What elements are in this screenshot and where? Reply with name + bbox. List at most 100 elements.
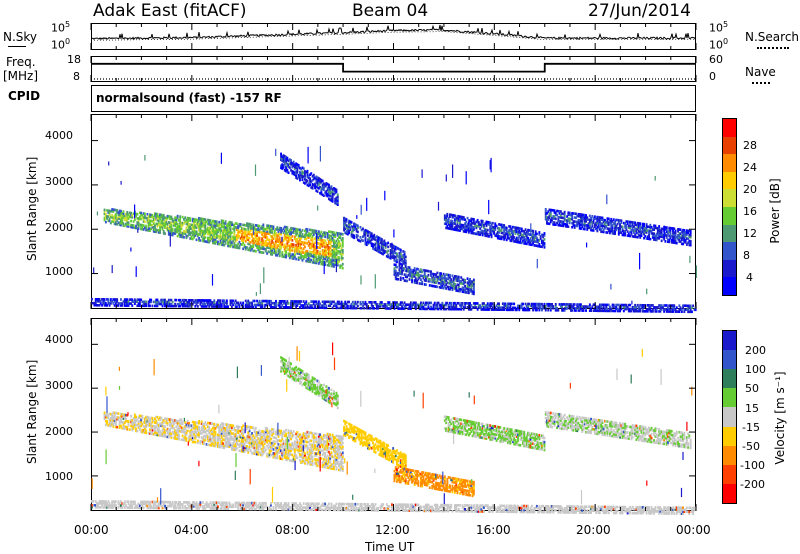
heatmap-cell	[293, 227, 296, 231]
heatmap-cell	[335, 188, 338, 192]
heatmap-cell	[556, 309, 558, 312]
heatmap-cell	[178, 229, 180, 232]
heatmap-cell	[372, 305, 374, 308]
heatmap-cell	[433, 273, 436, 276]
heatmap-cell	[171, 300, 174, 304]
heatmap-cell	[178, 219, 180, 222]
heatmap-cell	[271, 241, 274, 244]
heatmap-cell	[326, 252, 329, 255]
heatmap-cell	[200, 225, 203, 229]
heatmap-cell	[198, 225, 200, 228]
heatmap-cell	[118, 215, 121, 219]
heatmap-cell	[104, 304, 107, 307]
heatmap-cell	[133, 302, 136, 305]
heatmap-cell	[270, 250, 272, 254]
heatmap-cell	[609, 307, 611, 311]
heatmap-cell	[454, 305, 456, 309]
heatmap-cell	[663, 237, 666, 241]
heatmap-cell	[286, 158, 289, 162]
heatmap-cell	[664, 240, 667, 243]
heatmap-cell	[553, 217, 556, 220]
heatmap-cell	[483, 224, 485, 227]
heatmap-cell	[348, 300, 350, 304]
heatmap-cell	[125, 218, 127, 222]
heatmap-cell	[440, 278, 442, 281]
heatmap-cell	[573, 307, 576, 310]
heatmap-cell	[309, 246, 311, 250]
heatmap-cell	[428, 278, 431, 281]
heatmap-cell	[460, 215, 463, 219]
heatmap-cell	[296, 304, 299, 307]
heatmap-cell	[470, 284, 473, 287]
heatmap-cell	[467, 225, 470, 228]
heatmap-cell	[170, 302, 173, 306]
heatmap-cell	[263, 233, 266, 237]
heatmap-cell	[430, 305, 432, 309]
heatmap-cell	[209, 301, 212, 304]
heatmap-cell	[286, 232, 289, 235]
heatmap-cell	[299, 234, 301, 238]
power-cbar-tick-4: 4	[746, 271, 753, 284]
heatmap-cell	[470, 223, 473, 227]
heatmap-cell	[292, 243, 295, 246]
heatmap-cell	[309, 183, 311, 186]
heatmap-cell	[451, 227, 454, 231]
heatmap-cell	[243, 227, 246, 231]
heatmap-cell	[479, 304, 482, 307]
heatmap-cell	[454, 283, 456, 286]
heatmap-cell	[505, 308, 508, 312]
heatmap-cell	[109, 420, 112, 424]
heatmap-cell	[517, 306, 519, 310]
heatmap-cell	[169, 215, 171, 218]
heatmap-cell	[321, 306, 324, 309]
heatmap-cell	[146, 220, 149, 224]
heatmap-cell	[341, 266, 344, 270]
heatmap-cell	[587, 222, 590, 225]
heatmap-cell	[317, 258, 320, 261]
heatmap-cell	[285, 235, 287, 239]
heatmap-cell	[196, 222, 199, 226]
heatmap-cell	[103, 411, 106, 415]
heatmap-cell	[103, 216, 106, 220]
heatmap-cell	[561, 216, 563, 219]
heatmap-cell	[118, 424, 121, 427]
heatmap-cell	[224, 240, 227, 243]
heatmap-cell	[505, 228, 508, 232]
heatmap-cell	[605, 305, 608, 309]
heatmap-cell	[477, 233, 480, 236]
heatmap-cell	[204, 220, 207, 223]
heatmap-cell	[519, 227, 522, 230]
heatmap-cell	[416, 303, 419, 307]
heatmap-cell	[251, 245, 253, 248]
heatmap-cell	[151, 225, 154, 229]
heatmap-cell	[382, 242, 385, 246]
heatmap-cell	[432, 284, 435, 288]
heatmap-cell	[551, 208, 553, 212]
heatmap-cell	[393, 245, 396, 248]
heatmap-cell	[379, 303, 382, 306]
heatmap-cell	[329, 258, 332, 261]
heatmap-cell	[199, 299, 202, 302]
heatmap-cell	[457, 285, 460, 289]
heatmap-cell	[498, 308, 500, 311]
heatmap-cell	[450, 225, 453, 229]
heatmap-cell	[320, 186, 323, 190]
heatmap-cell	[441, 305, 444, 309]
heatmap-cell	[228, 220, 231, 224]
heatmap-cell	[401, 255, 403, 258]
heatmap-cell	[310, 236, 313, 240]
heatmap-cell	[524, 242, 527, 245]
heatmap-cell	[559, 216, 562, 219]
heatmap-cell	[430, 284, 432, 287]
heatmap-cell	[561, 305, 563, 308]
heatmap-cell	[403, 254, 406, 258]
heatmap-cell	[114, 425, 117, 429]
heatmap-cell	[552, 307, 555, 310]
heatmap-cell	[104, 220, 107, 224]
heatmap-cell	[440, 303, 442, 307]
heatmap-cell	[103, 210, 106, 214]
heatmap-cell	[179, 233, 182, 236]
heatmap-cell	[151, 304, 154, 308]
heatmap-cell	[154, 226, 156, 229]
heatmap-cell	[595, 223, 598, 227]
